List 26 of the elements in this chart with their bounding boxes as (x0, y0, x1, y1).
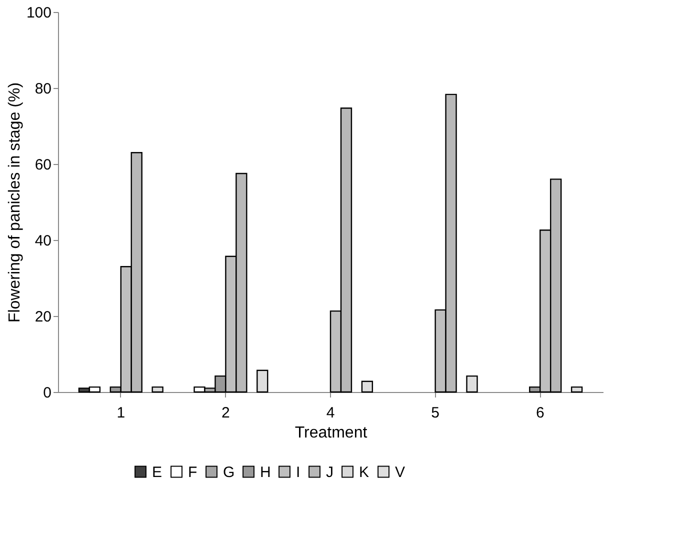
bar (570, 386, 583, 393)
bar (256, 370, 268, 393)
x-tick-label: 4 (326, 404, 335, 422)
y-tick-label: 20 (34, 308, 52, 326)
bar (466, 375, 478, 393)
legend-label: I (296, 464, 300, 481)
x-tick-label: 5 (431, 404, 440, 422)
x-tick-label: 2 (222, 404, 230, 422)
y-tick-label: 80 (34, 80, 52, 98)
legend-label: H (260, 464, 271, 481)
x-tick-label: 1 (116, 404, 126, 422)
y-axis-title: Flowering of panicles in stage (%) (6, 82, 24, 323)
legend-label: E (152, 464, 162, 481)
legend-label: F (188, 464, 198, 481)
y-tick-label: 60 (34, 156, 52, 174)
x-axis-title: Treatment (294, 424, 368, 442)
legend-label: V (395, 464, 406, 481)
bar (152, 386, 164, 393)
legend-label: J (326, 464, 334, 481)
y-tick-label: 100 (26, 4, 52, 22)
legend-label: K (359, 464, 370, 481)
y-tick-label: 0 (43, 384, 52, 402)
legend-label: G (223, 464, 235, 481)
x-tick-label: 6 (536, 404, 544, 422)
bar (361, 380, 374, 393)
y-tick-label: 40 (34, 232, 52, 250)
